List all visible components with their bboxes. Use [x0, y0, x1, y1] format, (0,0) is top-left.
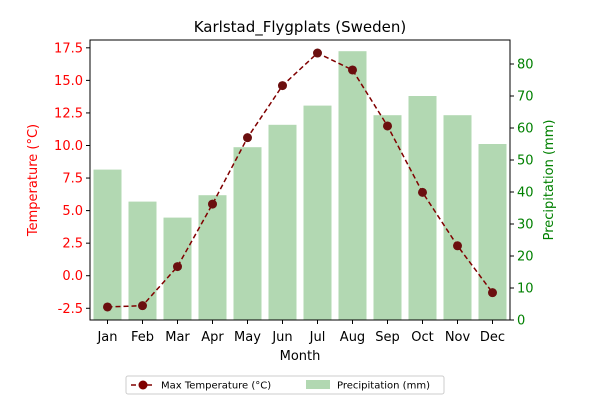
precipitation-bar-jul — [303, 105, 332, 320]
right-y-tick-label: 30 — [517, 218, 534, 233]
plot-frame — [89, 39, 511, 321]
x-tick-label: Sep — [375, 330, 400, 345]
x-axis-title: Month — [280, 349, 321, 364]
x-tick-label: Feb — [131, 330, 154, 345]
temperature-polyline — [107, 52, 494, 308]
right-y-tick-label: 10 — [517, 282, 534, 297]
left-y-tick-label: 15.0 — [54, 74, 83, 89]
left-y-tick-label: 10.0 — [54, 139, 83, 154]
precipitation-bars — [93, 51, 507, 320]
left-y-tick-label: 5.0 — [62, 204, 83, 219]
right-y-axis-title: Precipitation (mm) — [542, 120, 557, 241]
temperature-line — [103, 48, 497, 312]
temperature-point-mar — [173, 262, 182, 272]
precipitation-bar-feb — [128, 201, 157, 320]
precipitation-bar-may — [233, 147, 262, 320]
left-y-tick-label: 0.0 — [62, 269, 83, 284]
precipitation-bar-jun — [268, 124, 297, 320]
temperature-point-jan — [103, 302, 112, 312]
left-y-tick-label: -2.5 — [58, 302, 83, 317]
chart-title: Karlstad_Flygplats (Sweden) — [194, 18, 407, 37]
x-tick-label: Apr — [201, 330, 224, 345]
right-y-tick-label: 50 — [517, 154, 534, 169]
temperature-point-apr — [208, 199, 217, 209]
x-tick-label: Aug — [340, 330, 365, 345]
x-tick-label: Mar — [165, 330, 190, 345]
right-y-tick-label: 40 — [517, 186, 534, 201]
x-tick-label: May — [234, 330, 261, 345]
left-y-tick-label: 17.5 — [54, 41, 83, 56]
right-y-tick-label: 80 — [517, 58, 534, 73]
left-y-tick-label: 2.5 — [62, 237, 83, 252]
left-y-tick-label: 7.5 — [62, 172, 83, 187]
temperature-point-nov — [453, 241, 462, 251]
x-tick-label: Jun — [271, 330, 292, 345]
temperature-point-may — [243, 133, 252, 143]
temperature-point-dec — [488, 288, 497, 298]
temperature-point-oct — [418, 187, 427, 197]
right-y-tick-label: 20 — [517, 250, 534, 265]
temperature-point-jun — [278, 81, 287, 91]
x-tick-label: Dec — [480, 330, 505, 345]
precipitation-bar-oct — [408, 96, 437, 320]
temperature-point-jul — [313, 48, 322, 58]
legend-precipitation-label: Precipitation (mm) — [337, 381, 430, 392]
legend: Max Temperature (°C) Precipitation (mm) — [125, 375, 445, 395]
right-y-tick-label: 70 — [517, 90, 534, 105]
precipitation-bar-aug — [338, 51, 367, 320]
temperature-point-aug — [348, 65, 357, 75]
precipitation-bar-sep — [373, 115, 402, 320]
legend-frame — [125, 375, 445, 395]
x-tick-label: Nov — [445, 330, 471, 345]
x-tick-label: Jan — [96, 330, 117, 345]
legend-bar-swatch — [306, 380, 330, 389]
left-y-tick-label: 12.5 — [54, 106, 83, 121]
temperature-point-sep — [383, 121, 392, 131]
temperature-point-feb — [138, 301, 147, 311]
legend-temperature-label: Max Temperature (°C) — [161, 381, 271, 392]
right-y-tick-label: 60 — [517, 122, 534, 137]
right-y-tick-label: 0 — [517, 314, 525, 329]
x-tick-label: Jul — [309, 330, 326, 345]
left-y-axis-title: Temperature (°C) — [26, 124, 41, 237]
precipitation-bar-apr — [198, 195, 227, 320]
precipitation-bar-nov — [443, 115, 472, 320]
axes: -2.5 0.0 2.5 5.0 7.5 10.0 12.5 15.0 17.5 0 10 20 30 4… — [54, 39, 534, 345]
precipitation-bar-jan — [93, 169, 122, 320]
x-tick-label: Oct — [411, 330, 433, 345]
legend-line-marker — [138, 380, 148, 390]
